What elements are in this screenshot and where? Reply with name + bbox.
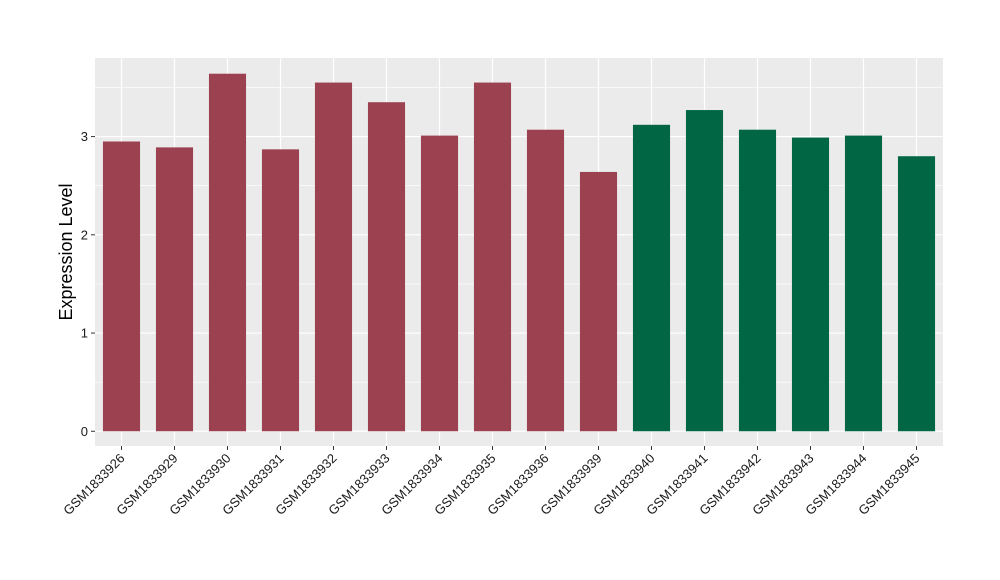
bar xyxy=(897,156,936,432)
bar xyxy=(844,135,883,432)
bar xyxy=(102,141,141,432)
bar xyxy=(155,147,194,432)
y-tick-label: 3 xyxy=(81,129,88,144)
bar xyxy=(579,171,618,432)
bar xyxy=(791,137,830,432)
bar xyxy=(526,129,565,432)
y-tick-label: 0 xyxy=(81,424,88,439)
bar xyxy=(314,82,353,432)
bar xyxy=(367,102,406,432)
y-axis: 0 1 2 3 xyxy=(81,129,95,439)
bar xyxy=(632,124,671,432)
y-axis-label: Expression Level xyxy=(56,183,76,320)
bar xyxy=(738,129,777,432)
bar xyxy=(420,135,459,432)
bar xyxy=(208,73,247,432)
bars xyxy=(102,73,936,432)
x-axis: GSM1833926GSM1833929GSM1833930GSM1833931… xyxy=(60,446,923,518)
y-tick-label: 1 xyxy=(81,326,88,341)
bar xyxy=(261,149,300,432)
y-tick-label: 2 xyxy=(81,227,88,242)
bar xyxy=(685,110,724,432)
bar xyxy=(473,82,512,432)
